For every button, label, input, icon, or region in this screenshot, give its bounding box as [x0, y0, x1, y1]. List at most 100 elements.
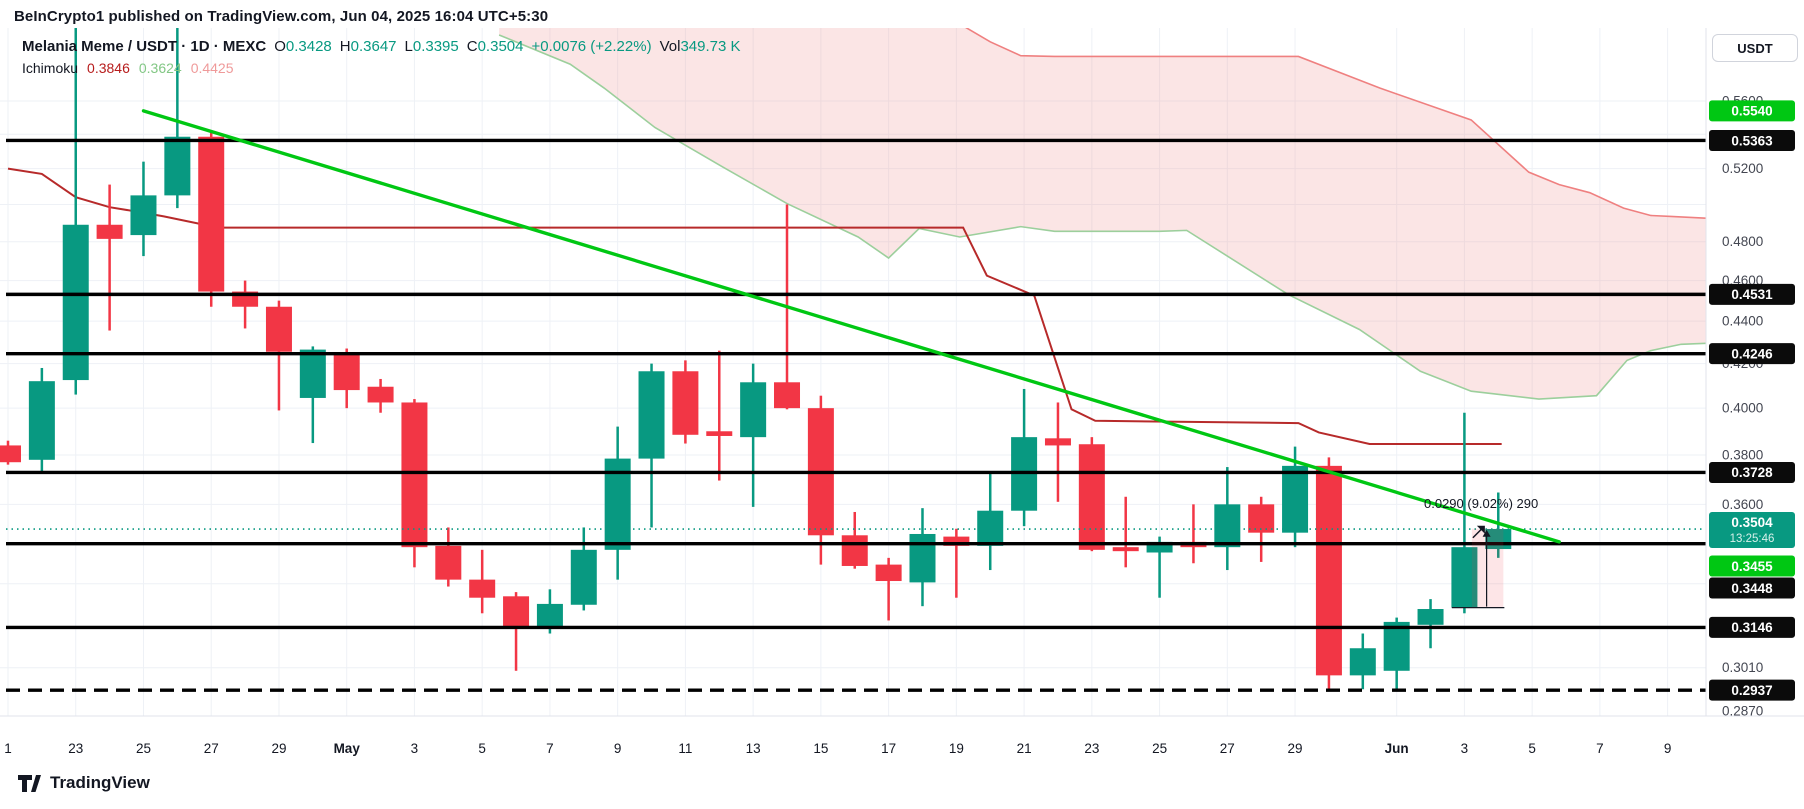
svg-text:0.3600: 0.3600 [1722, 497, 1763, 512]
candle-body [1315, 465, 1342, 676]
plot-area [0, 28, 1706, 716]
svg-text:3: 3 [1461, 741, 1469, 756]
svg-text:25: 25 [136, 741, 151, 756]
symbol-legend[interactable]: Melania Meme / USDT · 1D · MEXC O0.3428 … [22, 38, 741, 55]
candle-body [1146, 541, 1173, 553]
symbol-title: Melania Meme / USDT · 1D · MEXC [22, 38, 267, 55]
ohlc-low: L0.3395 [404, 38, 459, 55]
svg-text:29: 29 [1288, 741, 1303, 756]
price-badge [1709, 679, 1795, 701]
svg-text:0.3800: 0.3800 [1722, 447, 1763, 462]
candle-body [740, 382, 767, 438]
candle-body [1451, 547, 1478, 608]
svg-text:0.3455: 0.3455 [1731, 559, 1773, 574]
currency-toggle-button[interactable]: USDT [1712, 34, 1798, 62]
price-badge [1709, 283, 1795, 305]
svg-text:5: 5 [478, 741, 486, 756]
ichimoku-base-line [7, 167, 1502, 446]
candle-body [943, 536, 970, 546]
candle-body [28, 381, 55, 460]
candle-body [570, 549, 597, 605]
svg-text:13:25:46: 13:25:46 [1730, 533, 1775, 545]
price-badge [1709, 616, 1795, 638]
svg-text:11: 11 [678, 741, 692, 756]
candle-body [1214, 504, 1241, 548]
svg-text:0.3504: 0.3504 [1731, 515, 1773, 530]
candle-body [164, 136, 191, 196]
candle-body [774, 382, 801, 409]
svg-text:0.3448: 0.3448 [1731, 581, 1773, 596]
svg-text:0.5363: 0.5363 [1731, 133, 1773, 148]
svg-text:27: 27 [1220, 741, 1235, 756]
candle-wick [1192, 504, 1195, 564]
support-resistance-levels [6, 138, 1706, 692]
svg-text:0.3010: 0.3010 [1722, 660, 1763, 675]
candle-body [875, 564, 902, 582]
svg-text:0.4531: 0.4531 [1731, 287, 1773, 302]
price-badges: 0.5363 0.4531 0.4246 0.3728 0.3448 0.3146 0.29… [1709, 100, 1795, 701]
candle-wick [74, 28, 77, 395]
candle-body [638, 371, 665, 459]
candle-body [909, 533, 936, 583]
candle-wick [1497, 492, 1500, 558]
svg-text:23: 23 [1084, 741, 1099, 756]
price-badge [1709, 100, 1795, 122]
measure-tool [1451, 525, 1505, 609]
price-badge [1709, 555, 1795, 577]
measure-annotation: 0.0290 (9.02%) 290 [1424, 496, 1539, 511]
svg-text:9: 9 [1664, 741, 1672, 756]
svg-text:0.2870: 0.2870 [1722, 704, 1763, 719]
candle-body [1417, 609, 1444, 625]
candle-body [401, 402, 428, 548]
candle-body [1112, 547, 1139, 552]
candle-body [1383, 621, 1410, 671]
candle-wick [108, 184, 111, 331]
candle-body [1078, 444, 1105, 550]
candle-body [299, 349, 326, 398]
svg-text:0.5540: 0.5540 [1731, 104, 1772, 119]
svg-text:1: 1 [4, 741, 12, 756]
candle-body [1282, 465, 1309, 533]
candle-body [469, 579, 496, 598]
price-badge [1709, 461, 1795, 483]
price-badge [1709, 343, 1795, 365]
candle-body [0, 445, 21, 463]
svg-text:0.2937: 0.2937 [1731, 683, 1772, 698]
candle-body [198, 136, 225, 292]
candle-body [1349, 648, 1376, 676]
candle-body [1248, 504, 1275, 533]
candle-body [367, 386, 394, 403]
ichimoku-lagging-value: 0.3624 [138, 60, 182, 76]
candle-body [672, 371, 699, 435]
ichimoku-leading-value: 0.4425 [190, 60, 234, 76]
indicator-legend[interactable]: Ichimoku 0.3846 0.3624 0.4425 [22, 60, 234, 76]
time-axis[interactable]: 1 23 25 27 29 May 3 5 7 9 11 13 15 17 19 21 23 25 27 29 Jun 3… [4, 741, 1671, 756]
measure-arrow-ne [1476, 525, 1485, 534]
svg-text:27: 27 [204, 741, 219, 756]
svg-text:0.4246: 0.4246 [1731, 346, 1773, 361]
svg-text:0.5200: 0.5200 [1722, 161, 1763, 176]
candle-body [706, 431, 733, 436]
candle-wick [1158, 536, 1161, 598]
candle-body [130, 195, 157, 236]
tradingview-logo[interactable]: TradingView [16, 770, 150, 796]
descending-trendline [141, 109, 1561, 544]
svg-text:3: 3 [411, 741, 419, 756]
svg-text:9: 9 [614, 741, 622, 756]
candle-body [503, 596, 530, 627]
svg-text:0.3728: 0.3728 [1731, 465, 1773, 480]
ichimoku-cloud [499, 28, 1706, 400]
svg-text:7: 7 [546, 741, 554, 756]
svg-text:23: 23 [68, 741, 83, 756]
candle-body [62, 224, 89, 381]
svg-text:17: 17 [881, 741, 896, 756]
candle-body [96, 224, 123, 239]
measure-box [1471, 528, 1504, 608]
candle-wick [277, 300, 281, 411]
svg-text:0.4000: 0.4000 [1722, 401, 1763, 416]
svg-text:25: 25 [1152, 741, 1167, 756]
change-value: +0.0076 (+2.22%) [531, 38, 652, 55]
candle-wick [176, 28, 179, 209]
ichimoku-base-value: 0.3846 [87, 60, 130, 76]
